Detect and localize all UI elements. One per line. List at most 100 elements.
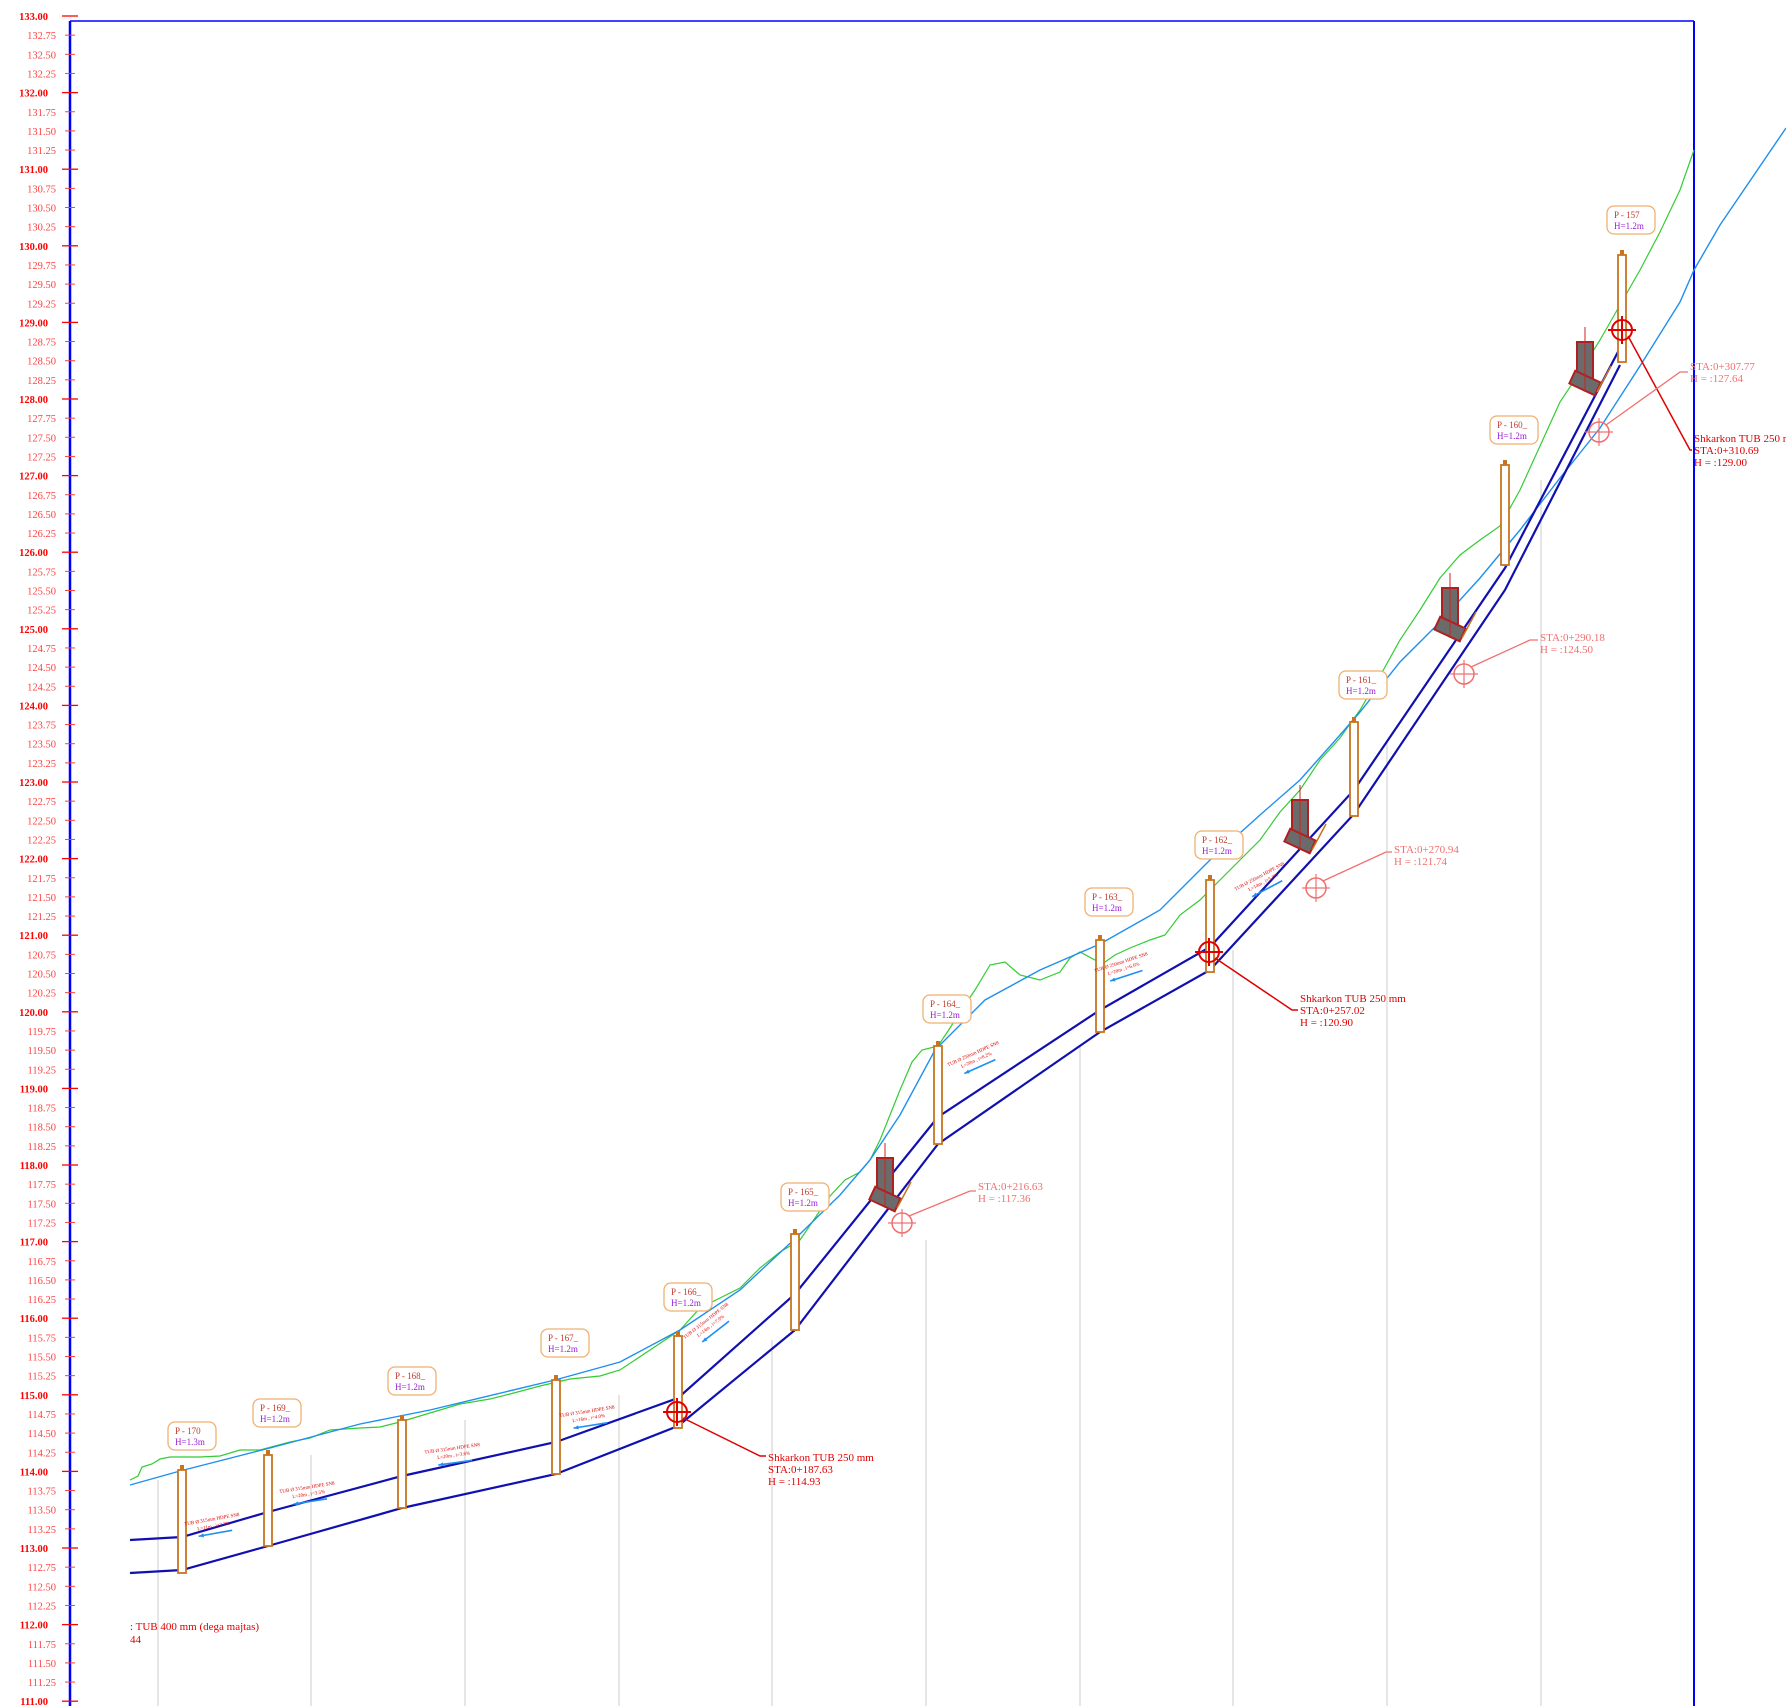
elevation-label-major: 118.00: [20, 1161, 48, 1172]
elevation-label-minor: 132.25: [27, 69, 56, 80]
elevation-label-minor: 128.25: [27, 376, 56, 387]
elevation-label-minor: 113.50: [28, 1506, 57, 1517]
elevation-label-major: 113.00: [20, 1544, 48, 1555]
manhole-height: H=1.2m: [1497, 431, 1527, 441]
discharge-title: Shkarkon TUB 250 mm: [768, 1452, 874, 1464]
elevation-label-minor: 113.75: [28, 1487, 57, 1498]
elevation-label-minor: 122.25: [27, 835, 56, 846]
discharge-elevation: H = :129.00: [1694, 457, 1747, 469]
station-callout: STA:0+270.94H = :121.74: [1302, 844, 1459, 902]
drawing-frame: [68, 20, 1695, 1706]
elevation-label-minor: 112.25: [28, 1601, 57, 1612]
station-value: STA:0+270.94: [1394, 844, 1459, 856]
inlet-chamber: [1283, 785, 1327, 855]
elevation-label-minor: 123.25: [27, 759, 56, 770]
manhole-label-box: [252, 1398, 302, 1428]
elevation-label-minor: 116.50: [28, 1276, 57, 1287]
elevation-label-major: 130.00: [19, 242, 48, 253]
elevation-label-minor: 130.75: [27, 184, 56, 195]
elevation-label-minor: 126.25: [27, 529, 56, 540]
elevation-label-minor: 115.75: [28, 1333, 57, 1344]
elevation-label-minor: 112.50: [28, 1582, 57, 1593]
manhole-id: P - 164_: [930, 999, 961, 1009]
elevation-label-major: 111.00: [20, 1697, 48, 1706]
manhole-id: P - 162_: [1202, 835, 1233, 845]
manhole-label-box: [780, 1182, 830, 1212]
manhole-label-box: [922, 994, 972, 1024]
manhole-label-box: [167, 1421, 217, 1451]
elevation-label-minor: 117.25: [28, 1218, 57, 1229]
elevation-label-minor: 126.75: [27, 491, 56, 502]
elevation-label-minor: 117.75: [28, 1180, 57, 1191]
bottom-left-note: : TUB 400 mm (dega majtas) 44: [130, 1621, 259, 1646]
discharge-title: Shkarkon TUB 250 m: [1694, 433, 1786, 445]
elevation-label-minor: 111.75: [28, 1640, 56, 1651]
elevation-label-minor: 115.25: [28, 1372, 57, 1383]
elevation-label-minor: 129.75: [27, 261, 56, 272]
manhole-label-box: [387, 1366, 437, 1396]
elevation-label-minor: 126.50: [27, 510, 56, 521]
elevation-label-minor: 124.50: [27, 663, 56, 674]
manhole-height: H=1.3m: [175, 1437, 205, 1447]
manhole-height: H=1.2m: [548, 1344, 578, 1354]
elevation-label-minor: 119.25: [28, 1065, 57, 1076]
manhole-height: H=1.2m: [930, 1010, 960, 1020]
elevation-label-major: 121.00: [19, 931, 48, 942]
design-surface-line: [129, 127, 1786, 1486]
elevation-label-minor: 117.50: [28, 1199, 57, 1210]
manhole-label-box: [1338, 670, 1388, 700]
elevation-label-minor: 121.50: [27, 893, 56, 904]
station-callout: STA:0+290.18H = :124.50: [1450, 632, 1605, 688]
elevation-label-minor: 120.50: [27, 970, 56, 981]
manhole-height: H=1.2m: [1202, 846, 1232, 856]
inlet-chamber: [868, 1143, 912, 1213]
manhole-height: H=1.2m: [1092, 903, 1122, 913]
elevation-label-minor: 112.75: [28, 1563, 57, 1574]
manhole: P - 167_H=1.2m: [540, 1328, 590, 1475]
elevation-label-minor: 116.75: [28, 1257, 57, 1268]
manhole-height: H=1.2m: [671, 1298, 701, 1308]
elevation-label-minor: 130.50: [27, 204, 56, 215]
sewer-pipe-invert: [129, 364, 1621, 1575]
discharge-title: Shkarkon TUB 250 mm: [1300, 993, 1406, 1005]
elevation-label-minor: 122.75: [27, 797, 56, 808]
manhole: P - 164_H=1.2m: [922, 994, 972, 1145]
manhole-height: H=1.2m: [1614, 221, 1644, 231]
elevation-label-minor: 111.50: [28, 1659, 56, 1670]
manhole-id: P - 166_: [671, 1287, 702, 1297]
inlet-chambers: [868, 327, 1612, 1213]
manhole: P - 163_H=1.2m: [1084, 887, 1134, 1033]
elevation-label-minor: 123.50: [27, 740, 56, 751]
elevation-label-minor: 118.25: [28, 1142, 57, 1153]
manhole: P - 161_H=1.2m: [1338, 670, 1388, 817]
elevation-label-minor: 115.50: [28, 1353, 57, 1364]
manhole-label-box: [540, 1328, 590, 1358]
manhole-id: P - 168_: [395, 1371, 426, 1381]
discharge-elevation: H = :120.90: [1300, 1017, 1353, 1029]
elevation-label-minor: 128.75: [27, 338, 56, 349]
elevation-label-major: 124.00: [19, 701, 48, 712]
elevation-label-minor: 131.25: [27, 146, 56, 157]
elevation-label-major: 133.00: [19, 12, 48, 23]
elevation-label-major: 132.00: [19, 89, 48, 100]
station-elevation: H = :121.74: [1394, 856, 1447, 868]
manhole-label-box: [1489, 415, 1539, 445]
elevation-label-minor: 124.25: [27, 682, 56, 693]
manhole-id: P - 161_: [1346, 675, 1377, 685]
elevation-label-major: 131.00: [19, 165, 48, 176]
elevation-label-minor: 122.50: [27, 816, 56, 827]
manhole: P - 168_H=1.2m: [387, 1366, 437, 1509]
elevation-label-major: 126.00: [19, 548, 48, 559]
elevation-label-major: 112.00: [20, 1621, 48, 1632]
discharge-elevation: H = :114.93: [768, 1476, 821, 1488]
discharge-station: STA:0+187.63: [768, 1464, 833, 1476]
